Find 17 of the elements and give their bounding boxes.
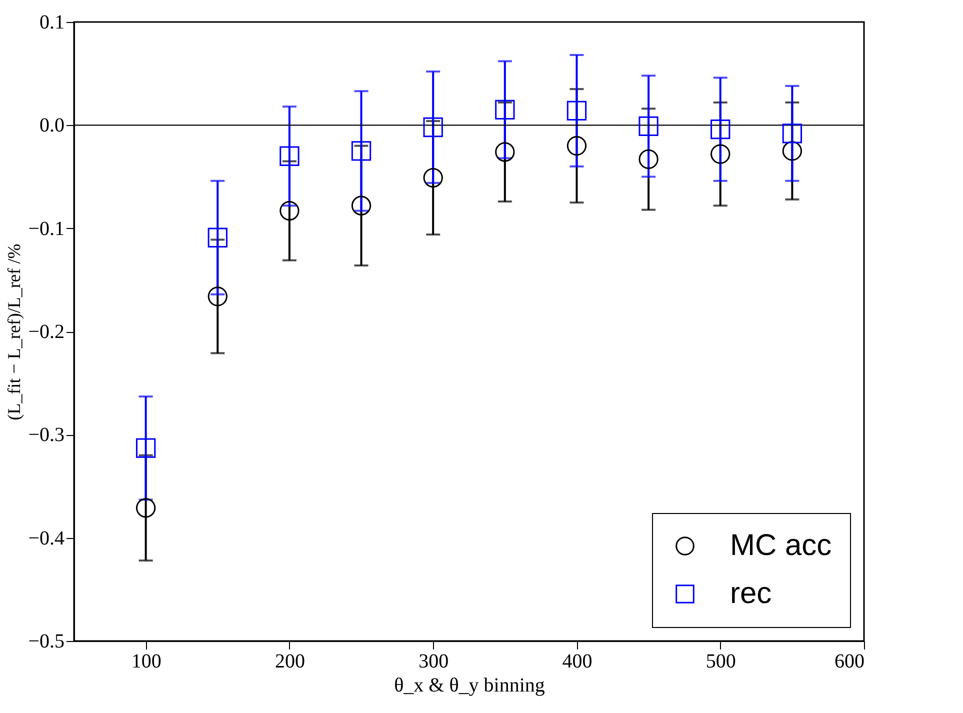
y-tick-label: −0.2 <box>28 321 64 343</box>
legend-label: rec <box>730 577 772 610</box>
y-tick-label: −0.1 <box>28 218 64 240</box>
x-axis-title: θ_x & θ_y binning <box>394 674 545 696</box>
x-tick-label: 500 <box>706 650 736 672</box>
x-tick-label: 200 <box>274 650 305 672</box>
x-tick-label: 300 <box>418 650 449 672</box>
y-tick-label: 0.1 <box>40 12 64 34</box>
x-tick-label: 400 <box>562 650 592 672</box>
x-tick-label: 100 <box>131 650 162 672</box>
legend-label: MC acc <box>730 529 832 562</box>
x-tick-label: 600 <box>834 650 864 672</box>
y-axis-title: (L_fit − L_ref)/L_ref /% <box>4 244 24 420</box>
y-tick-label: 0.0 <box>40 114 64 137</box>
y-tick-label: −0.3 <box>28 424 64 446</box>
y-tick-label: −0.5 <box>28 630 64 652</box>
y-tick-label: −0.4 <box>28 527 64 550</box>
